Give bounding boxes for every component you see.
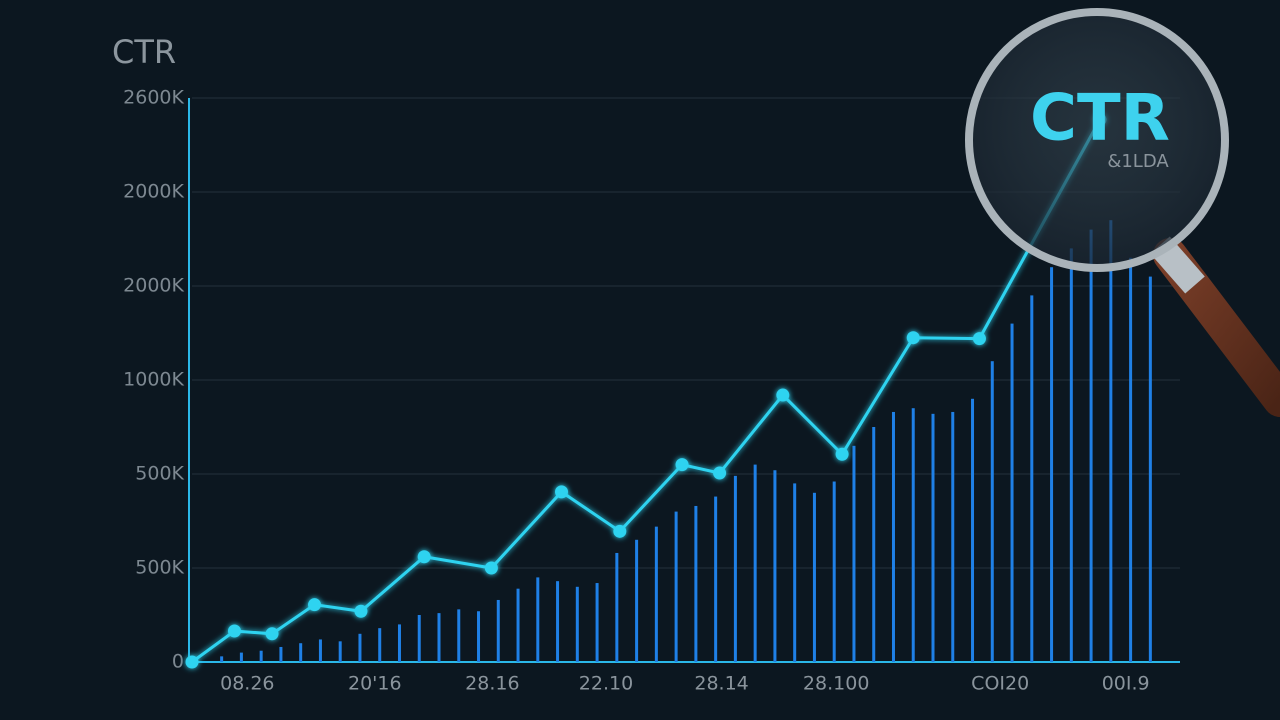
y-tick-label: 1000K [123,369,184,391]
bar [852,445,856,662]
line-marker [354,604,368,618]
y-tick-label: 0 [172,651,184,673]
bar [1148,276,1152,662]
bar [239,652,243,662]
bar [279,646,283,662]
bar [259,650,263,662]
bar [318,639,322,662]
magnifier-lens [965,8,1229,272]
bar [477,611,481,662]
x-tick-label: 22.10 [579,673,633,695]
bar [674,511,678,662]
bar [1089,229,1093,662]
bar [536,577,540,662]
y-tick-label: 2600K [123,87,184,109]
x-tick-label: 20'16 [348,673,402,695]
bar [1069,248,1073,662]
bar [753,464,757,662]
bar [931,413,935,662]
bar [1050,267,1054,662]
line-marker [484,561,498,575]
bar [1010,323,1014,662]
line-marker [265,627,279,641]
line-marker [776,388,790,402]
line-marker [906,331,920,345]
bar [437,613,441,662]
bar [714,496,718,662]
bar [595,583,599,662]
line-marker [713,466,727,480]
bar [654,526,658,662]
bar [338,641,342,662]
lens-text: CTR [1030,82,1170,156]
bar [971,398,975,662]
bar [516,588,520,662]
bar [299,643,303,662]
line-marker [972,332,986,346]
line-marker [675,458,689,472]
bar [496,599,500,662]
bar [575,586,579,662]
bar [911,408,915,662]
y-tick-label: 500K [135,463,184,485]
bar [812,492,816,662]
line-marker [417,550,431,564]
line-marker [555,485,569,499]
bar [832,481,836,662]
bar [773,470,777,662]
bar [556,581,560,662]
bar [220,656,224,662]
y-tick-label: 500K [135,557,184,579]
bar [733,475,737,662]
line [191,118,1102,664]
bar [615,552,619,662]
bar [635,539,639,662]
x-tick-label: COI20 [971,673,1029,695]
chart-title: CTR [112,33,176,71]
lens-subtext: &1LDA [1107,151,1169,172]
line-marker [227,624,241,638]
x-tick-label: 28.14 [694,673,748,695]
bar [358,633,362,662]
magnifier: CTR &1LDA [965,8,1280,417]
bar [397,624,401,662]
line-marker [613,524,627,538]
bar [990,361,994,662]
y-tick-label: 2000K [123,181,184,203]
bar [1109,220,1113,662]
bar [378,628,382,662]
x-tick-label: 28.100 [803,673,869,695]
line-marker [185,655,199,669]
bar [1030,295,1034,662]
bar [417,615,421,662]
bar [694,505,698,662]
x-tick-label: 00I.9 [1102,673,1150,695]
bar [872,427,876,662]
bar [793,483,797,662]
bar [1129,257,1133,662]
line-marker [308,598,322,612]
bar [891,411,895,662]
x-tick-label: 08.26 [220,673,274,695]
line-marker [835,447,849,461]
x-tick-label: 28.16 [465,673,519,695]
plot-area: 0 500K 500K 1000K 2000K 2000K 2600K 08.26 20'16 2… [123,87,1180,695]
bar [951,411,955,662]
bar [457,609,461,662]
y-tick-label: 2000K [123,275,184,297]
